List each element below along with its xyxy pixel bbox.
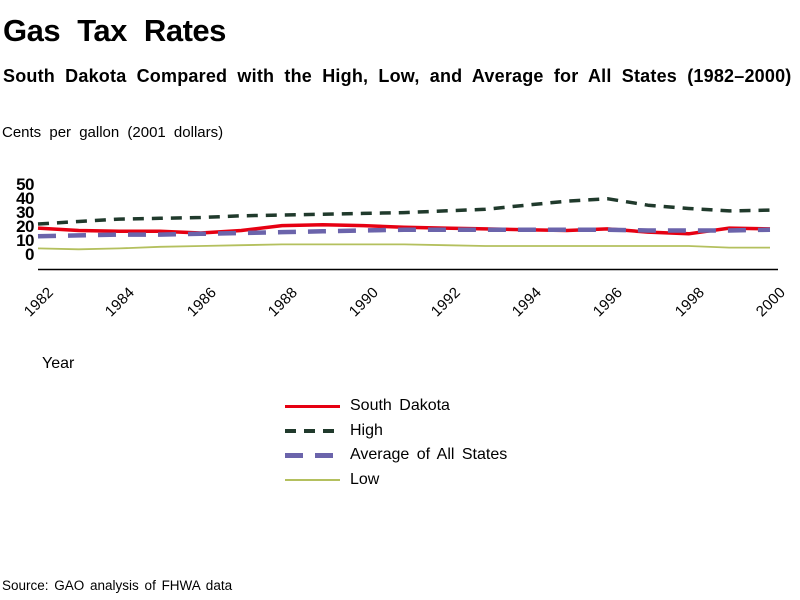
- y-tick-label: 50: [16, 175, 34, 194]
- x-tick-label: 1996: [590, 284, 627, 321]
- legend-line-swatch: [285, 453, 340, 458]
- legend-item: High: [285, 419, 507, 444]
- x-tick-label: 1988: [264, 284, 302, 321]
- legend-item: South Dakota: [285, 394, 507, 419]
- series-line-south-dakota: [37, 223, 771, 236]
- legend-label: South Dakota: [350, 397, 450, 415]
- x-tick-label: 1992: [427, 284, 464, 321]
- legend-label: Low: [350, 470, 380, 488]
- x-tick-label: 1984: [102, 284, 139, 321]
- x-tick-label: 1998: [671, 284, 708, 321]
- x-tick-label: 1982: [20, 284, 58, 321]
- x-tick-label: 2000: [752, 284, 790, 321]
- source-note: Source: GAO analysis of FHWA data: [2, 578, 233, 593]
- legend-item: Average of All States: [285, 443, 507, 468]
- x-tick-label: 1994: [508, 284, 546, 321]
- chart-legend: South Dakota High Average of All States Low: [285, 394, 507, 492]
- x-axis-title: Year: [42, 355, 75, 372]
- page-title: Gas Tax Rates: [3, 13, 226, 48]
- y-tick-label: 10: [16, 231, 34, 250]
- legend-line-swatch: [285, 404, 340, 408]
- x-tick-label: 1986: [183, 284, 220, 321]
- x-tick-label: 1990: [346, 284, 383, 321]
- series-line-average-of-all-states: [37, 227, 771, 239]
- y-tick-label: 20: [16, 217, 34, 236]
- legend-line-swatch: [285, 478, 340, 481]
- y-axis-tick-labels: 50 40 30 20 10 0: [0, 175, 34, 264]
- y-axis-unit-label: Cents per gallon (2001 dollars): [2, 124, 224, 141]
- y-tick-label: 40: [16, 189, 34, 208]
- series-line-high: [37, 196, 771, 226]
- legend-label: Average of All States: [350, 446, 508, 464]
- y-tick-label: 30: [16, 203, 34, 222]
- legend-label: High: [350, 421, 383, 439]
- page-subtitle: South Dakota Compared with the High, Low…: [3, 66, 792, 86]
- series-line-low: [37, 243, 770, 251]
- legend-item: Low: [285, 468, 507, 493]
- y-tick-label: 0: [25, 245, 34, 264]
- legend-line-swatch: [285, 429, 340, 433]
